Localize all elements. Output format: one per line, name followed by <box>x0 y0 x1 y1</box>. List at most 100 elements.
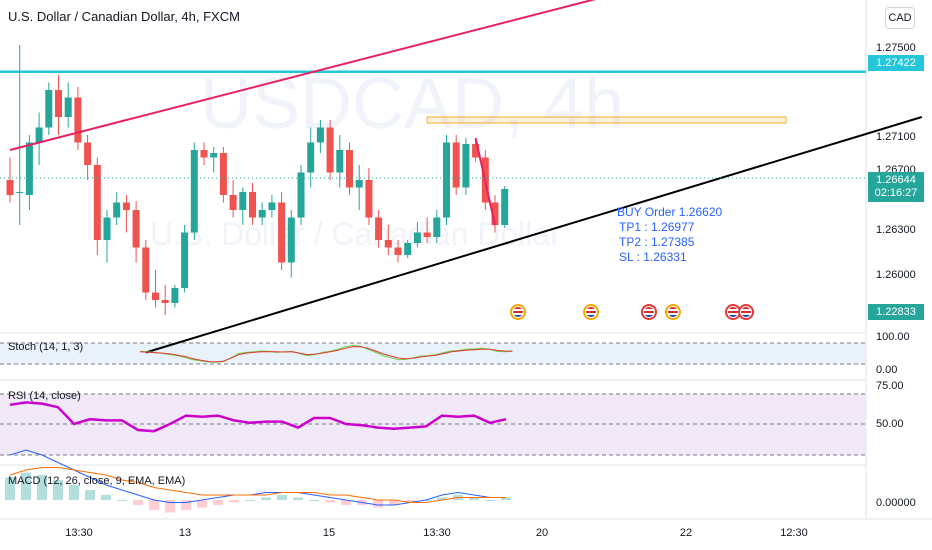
time-tick: 12:30 <box>780 527 808 539</box>
candle-body <box>472 144 480 158</box>
candle-body <box>375 217 383 240</box>
candle-body <box>93 165 101 240</box>
candle-body <box>84 142 92 165</box>
time-tick: 20 <box>535 527 549 539</box>
symbol-title[interactable]: U.S. Dollar / Canadian Dollar, 4h, FXCM <box>8 9 240 24</box>
sl-text: SL : 1.26331 <box>619 250 687 264</box>
macd-hist-bar <box>245 500 255 501</box>
price-tick: 1.27100 <box>876 131 916 143</box>
candle-body <box>210 153 218 158</box>
macd-hist-bar <box>5 477 15 500</box>
candle-body <box>433 217 441 237</box>
price-tick: 1.26300 <box>876 224 916 236</box>
currency-button[interactable]: CAD <box>885 7 915 29</box>
watermark-symbol: USDCAD, 4h <box>200 64 624 144</box>
candle-body <box>443 142 450 218</box>
us-event-icon[interactable] <box>583 304 599 320</box>
macd-hist-bar <box>389 500 399 505</box>
macd-hist-bar <box>437 497 447 500</box>
candle-body <box>268 202 276 210</box>
candle-body <box>423 232 431 237</box>
macd-hist-bar <box>501 497 511 500</box>
us-event-icon[interactable] <box>510 304 526 320</box>
macd-hist-bar <box>181 500 191 510</box>
macd-hist-bar <box>197 500 207 508</box>
macd-hist-bar <box>469 497 479 500</box>
bar-countdown: 02:16:27 <box>874 187 918 199</box>
candle-body <box>384 240 392 248</box>
rsi-label[interactable]: RSI (14, close) <box>8 390 81 402</box>
candle-body <box>278 202 286 263</box>
candle-body <box>239 192 247 210</box>
macd-hist-bar <box>325 500 335 503</box>
macd-hist-bar <box>117 500 127 501</box>
last-price-value: 1.26644 <box>876 174 916 186</box>
macd-hist-bar <box>53 480 63 500</box>
macd-label[interactable]: MACD (12, 26, close, 9, EMA, EMA) <box>8 475 186 487</box>
macd-hist-bar <box>133 500 143 505</box>
supply-zone <box>426 116 787 124</box>
rsi-tick: 75.00 <box>876 380 904 392</box>
macd-hist-bar <box>309 500 319 501</box>
candle-body <box>307 142 315 173</box>
stoch-tick: 0.00 <box>876 364 898 376</box>
candle-body <box>200 150 208 158</box>
price-tick: 1.26000 <box>876 269 916 281</box>
time-tick: 22 <box>679 527 693 539</box>
macd-hist-bar <box>85 490 95 500</box>
candle-body <box>35 127 43 143</box>
candle-body <box>287 217 295 263</box>
time-tick: 13:30 <box>423 527 451 539</box>
stoch-label[interactable]: Stoch (14, 1, 3) <box>8 341 84 353</box>
candle-body <box>74 97 82 143</box>
candle-body <box>152 292 159 300</box>
macd-hist-bar <box>341 500 351 505</box>
time-tick: 13:30 <box>65 527 93 539</box>
candle-body <box>181 232 189 288</box>
stoch-d-line <box>139 346 513 363</box>
macd-hist-bar <box>277 495 287 500</box>
candle-body <box>219 153 227 195</box>
us-event-icon[interactable] <box>665 304 681 320</box>
candle-body <box>365 180 373 218</box>
candle-body <box>501 189 509 225</box>
candle-body <box>171 288 179 303</box>
candle-body <box>462 144 470 188</box>
stoch-k-line <box>139 344 513 363</box>
candle-body <box>55 90 62 117</box>
macd-hist-bar <box>293 497 303 500</box>
macd-hist-bar <box>37 475 47 500</box>
time-tick: 15 <box>322 527 336 539</box>
candle-body <box>404 243 412 255</box>
macd-hist-bar <box>213 500 223 505</box>
candle-body <box>64 97 72 117</box>
rsi-tick: 50.00 <box>876 418 904 430</box>
time-tick: 13 <box>178 527 192 539</box>
drawn-arrow-line <box>474 137 496 226</box>
candle-body <box>161 300 169 303</box>
candle-body <box>6 180 14 195</box>
low-price-tag: 1.22833 <box>868 304 924 320</box>
candle-body <box>229 195 237 210</box>
candle-body <box>491 202 499 225</box>
resistance-price-tag: 1.27422 <box>868 55 924 71</box>
candle-body <box>132 210 140 248</box>
candle-body <box>316 127 324 143</box>
candle-body <box>452 142 460 188</box>
macd-hist-bar <box>261 497 271 500</box>
order-note[interactable]: BUY Order 1.26620 TP1 : 1.26977 TP2 : 1.… <box>617 205 722 265</box>
us-event-icon[interactable] <box>641 304 657 320</box>
candle-body <box>249 192 256 218</box>
macd-hist-bar <box>229 500 239 503</box>
tp1-text: TP1 : 1.26977 <box>619 220 695 234</box>
candle-body <box>113 202 121 218</box>
candle-body <box>122 202 130 210</box>
candle-body <box>258 210 266 218</box>
candle-body <box>346 150 353 188</box>
buy-order-text: BUY Order 1.26620 <box>617 205 723 219</box>
macd-tick: 0.00000 <box>876 497 916 509</box>
us-event-icon[interactable] <box>738 304 754 320</box>
watermark-description: U.S. Dollar / Canadian Dollar <box>150 216 561 252</box>
price-tick: 1.27500 <box>876 42 916 54</box>
